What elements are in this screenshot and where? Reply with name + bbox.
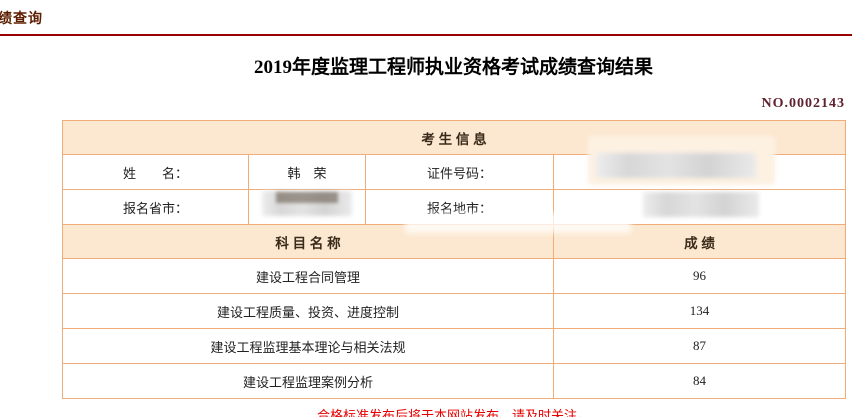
subject-score: 96	[552, 258, 847, 294]
table-row: 建设工程监理案例分析 84	[62, 363, 847, 399]
id-number-label: 证件号码：	[365, 154, 554, 190]
table-row: 建设工程质量、投资、进度控制 134	[62, 293, 847, 329]
subject-name: 建设工程质量、投资、进度控制	[62, 293, 554, 329]
name-value: 韩 荣	[248, 154, 366, 190]
redaction-blur	[596, 153, 756, 178]
redaction-blur	[643, 192, 759, 217]
table-row: 建设工程合同管理 96	[62, 258, 847, 294]
serial-number: NO.0002143	[761, 96, 845, 111]
footer-notice: 合格标准发布后将于本网站发布，请及时关注。	[316, 408, 590, 417]
subject-score: 134	[552, 293, 847, 329]
top-bar: 绩查询	[0, 0, 852, 30]
divider-line	[0, 34, 852, 36]
province-label: 报名省市：	[62, 189, 249, 225]
breadcrumb: 绩查询	[0, 10, 43, 26]
redaction-blur	[405, 213, 631, 233]
redaction-blur	[276, 192, 338, 203]
subject-score: 87	[552, 328, 847, 364]
table-row: 建设工程监理基本理论与相关法规 87	[62, 328, 847, 364]
subject-name: 建设工程合同管理	[62, 258, 554, 294]
result-table: 考 生 信 息 姓 名： 韩 荣 证件号码： 报名省市： 报名地市： 科 目 名…	[61, 120, 847, 399]
subject-name: 建设工程监理基本理论与相关法规	[62, 328, 554, 364]
content-area: NO.0002143 考 生 信 息 姓 名： 韩 荣 证件号码： 报名省市：	[61, 96, 847, 417]
subject-name: 建设工程监理案例分析	[62, 363, 554, 399]
subject-score: 84	[552, 363, 847, 399]
page-title: 2019年度监理工程师执业资格考试成绩查询结果	[253, 57, 653, 78]
name-label: 姓 名：	[62, 154, 249, 190]
